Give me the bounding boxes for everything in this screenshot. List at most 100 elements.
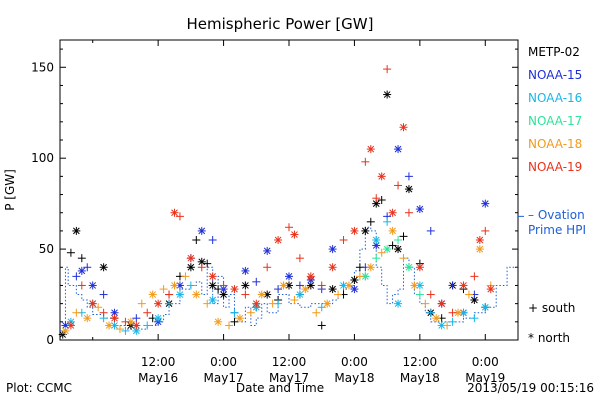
point-stroke-d2 — [280, 282, 287, 289]
point-stroke-d2 — [416, 282, 424, 289]
x-tick-date: May19 — [465, 371, 505, 385]
point-noaa-19 — [459, 281, 468, 290]
point-noaa-18 — [268, 299, 277, 308]
point-stroke-d2 — [209, 273, 217, 280]
point-stroke-d2 — [372, 236, 380, 244]
point-noaa-18 — [192, 290, 201, 299]
point-stroke-d2 — [296, 291, 304, 298]
point-noaa-15 — [415, 205, 424, 214]
point-stroke-d2 — [329, 263, 336, 271]
point-stroke-d2 — [307, 282, 315, 289]
point-stroke-d2 — [411, 282, 418, 289]
point-stroke-d2 — [192, 291, 200, 298]
point-stroke-d2 — [476, 245, 484, 253]
x-tick-time: 0:00 — [341, 355, 368, 369]
point-noaa-16 — [175, 290, 184, 299]
point-metp-02 — [285, 281, 293, 290]
point-noaa-15 — [99, 290, 108, 299]
point-noaa-19 — [437, 299, 446, 308]
point-stroke-d2 — [231, 285, 238, 293]
point-noaa-19 — [252, 299, 261, 308]
point-noaa-19 — [404, 208, 413, 217]
point-stroke-d2 — [263, 291, 271, 298]
point-stroke-d2 — [67, 322, 75, 329]
point-metp-02 — [241, 281, 250, 290]
point-noaa-18 — [94, 303, 103, 312]
point-stroke-d2 — [476, 236, 484, 244]
point-stroke-d2 — [198, 258, 206, 266]
point-noaa-18 — [137, 299, 146, 308]
point-noaa-18 — [159, 285, 168, 294]
point-noaa-19 — [110, 314, 119, 323]
point-stroke-d2 — [367, 145, 375, 153]
point-noaa-16 — [317, 303, 326, 312]
legend-noaa19: NOAA-19 — [528, 160, 582, 174]
point-stroke-d2 — [242, 267, 249, 275]
point-noaa-15 — [252, 277, 261, 286]
point-stroke-d2 — [351, 285, 358, 293]
legend-noaa18: NOAA-18 — [528, 137, 582, 151]
point-noaa-18 — [83, 314, 92, 323]
point-stroke-d2 — [389, 209, 396, 217]
point-stroke-d2 — [73, 227, 80, 235]
point-noaa-18 — [443, 321, 452, 330]
y-tick-label: 100 — [31, 151, 54, 165]
point-metp-02 — [399, 232, 408, 241]
point-stroke-d2 — [171, 209, 178, 217]
point-noaa-17 — [372, 254, 381, 263]
point-noaa-18 — [214, 317, 223, 326]
point-stroke-d2 — [285, 282, 293, 289]
point-metp-02 — [388, 241, 397, 250]
point-noaa-18 — [148, 290, 157, 299]
point-stroke-d2 — [132, 327, 140, 335]
point-stroke-d2 — [236, 314, 244, 322]
point-noaa-16 — [448, 317, 457, 326]
point-noaa-19 — [372, 194, 381, 203]
point-noaa-19 — [366, 145, 375, 154]
point-noaa-18 — [257, 290, 266, 299]
ovation-series — [60, 215, 524, 332]
point-noaa-16 — [154, 314, 163, 323]
point-noaa-15 — [426, 226, 435, 235]
legend: METP-02 NOAA-15 NOAA-16 NOAA-17 NOAA-18 … — [528, 45, 586, 345]
point-stroke-d2 — [394, 245, 402, 253]
point-noaa-15 — [83, 263, 92, 272]
point-noaa-19 — [361, 157, 370, 166]
point-stroke-d2 — [127, 318, 135, 326]
point-metp-02 — [99, 263, 108, 272]
legend-noaa15: NOAA-15 — [528, 68, 582, 82]
point-metp-02 — [306, 281, 315, 290]
point-stroke-d2 — [351, 276, 358, 284]
point-noaa-19 — [208, 272, 217, 281]
y-axis-label: P [GW] — [3, 169, 17, 211]
point-metp-02 — [208, 281, 217, 290]
point-noaa-15 — [208, 236, 217, 244]
point-stroke-d2 — [307, 273, 315, 280]
y-ticks: 0 50 100 150 — [31, 48, 518, 347]
point-noaa-19 — [285, 223, 293, 232]
point-stroke-d2 — [302, 285, 309, 293]
point-stroke-d2 — [432, 314, 440, 322]
point-stroke-d2 — [285, 273, 293, 280]
point-noaa-18 — [279, 281, 288, 290]
point-stroke-d2 — [372, 200, 380, 207]
x-tick-time: 12:00 — [141, 355, 176, 369]
point-metp-02 — [383, 90, 392, 99]
point-noaa-19 — [481, 226, 490, 235]
point-noaa-19 — [230, 285, 239, 294]
point-stroke-d2 — [361, 273, 369, 280]
point-noaa-18 — [355, 272, 364, 281]
point-stroke-d2 — [89, 300, 97, 307]
point-noaa-18 — [290, 296, 299, 304]
y-tick-label: 150 — [31, 60, 54, 74]
point-stroke-d2 — [481, 303, 489, 311]
point-noaa-18 — [366, 263, 375, 272]
point-noaa-16 — [186, 281, 195, 290]
point-noaa-16 — [426, 308, 435, 317]
point-noaa-15 — [197, 226, 206, 235]
point-noaa-19 — [415, 263, 424, 272]
point-stroke-d2 — [361, 227, 369, 235]
point-stroke-d2 — [438, 300, 446, 307]
legend-ovation-line1: – Ovation — [528, 208, 585, 222]
point-noaa-18 — [344, 281, 353, 290]
